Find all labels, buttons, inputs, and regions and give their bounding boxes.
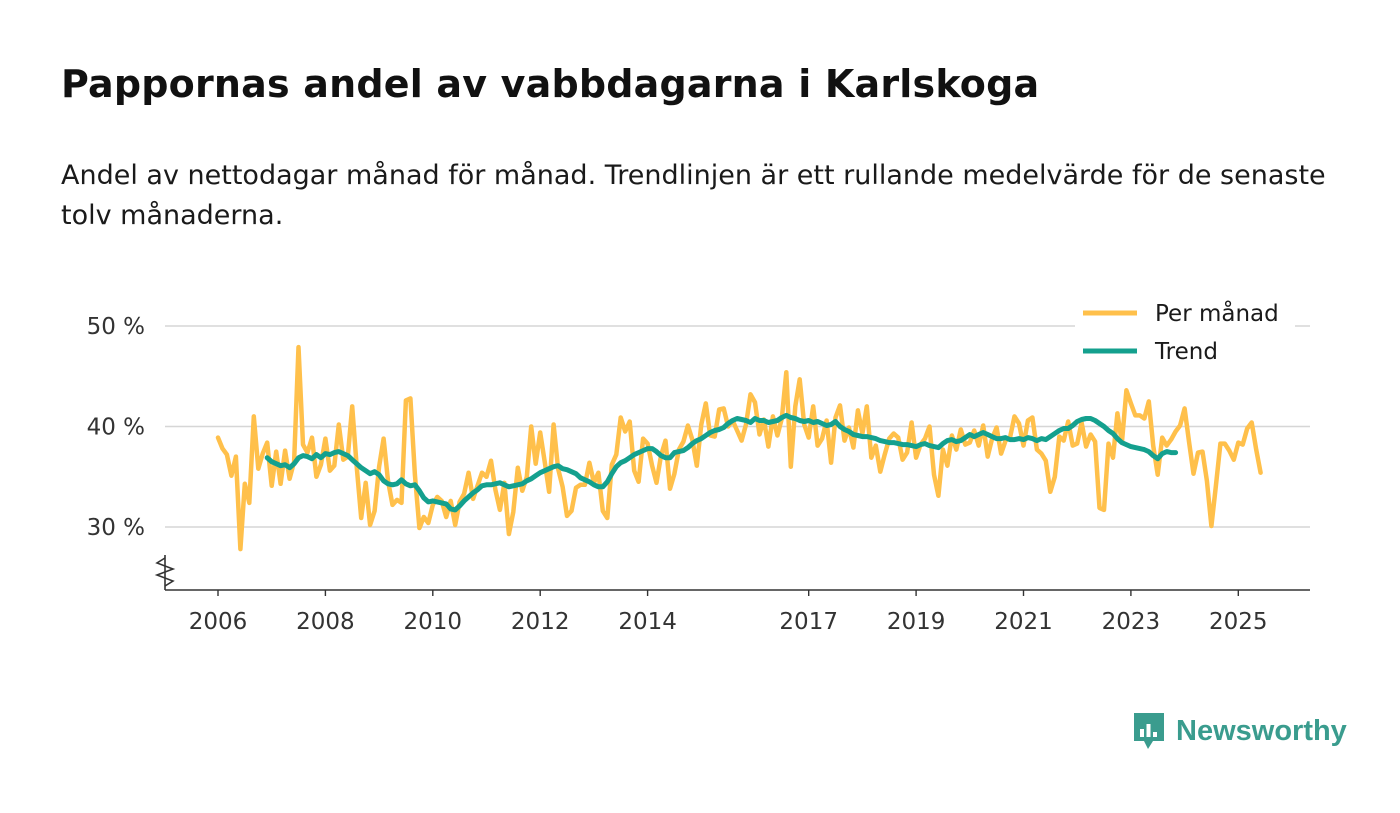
axes: 30 % 40 % 50 % 2006 2008 2010 2012 2014 2017 2019… (87, 314, 1310, 635)
x-tick-label-2017: 2017 (779, 609, 838, 635)
x-tick-label-2006: 2006 (189, 609, 248, 635)
newsworthy-logo-icon (1134, 713, 1164, 749)
trend-series-line (264, 412, 1179, 513)
x-tick-label-2021: 2021 (994, 609, 1053, 635)
page-title: Pappornas andel av vabbdagarna i Karlsko… (61, 62, 1040, 106)
x-tick-label-2008: 2008 (296, 609, 355, 635)
legend: Per månad Trend (1075, 292, 1295, 372)
axis-break-icon (154, 557, 176, 587)
y-tick-label-30: 30 % (87, 515, 145, 541)
x-tick-label-2023: 2023 (1102, 609, 1161, 635)
x-tick-label-2019: 2019 (887, 609, 946, 635)
monthly-series-line (215, 344, 1263, 552)
legend-trend-label: Trend (1154, 339, 1218, 365)
brand-name: Newsworthy (1176, 714, 1347, 747)
newsworthy-logo: Newsworthy (1132, 711, 1347, 751)
y-tick-label-50: 50 % (87, 314, 145, 340)
x-tick-label-2014: 2014 (618, 609, 677, 635)
y-tick-label-40: 40 % (87, 415, 145, 441)
chart-subtitle: Andel av nettodagar månad för månad. Tre… (61, 160, 1326, 231)
legend-monthly-label: Per månad (1155, 299, 1279, 327)
series (215, 344, 1263, 552)
x-tick-label-2010: 2010 (404, 609, 463, 635)
x-tick-label-2012: 2012 (511, 609, 570, 635)
legend-background (1075, 292, 1295, 372)
x-tick-label-2025: 2025 (1209, 609, 1268, 635)
